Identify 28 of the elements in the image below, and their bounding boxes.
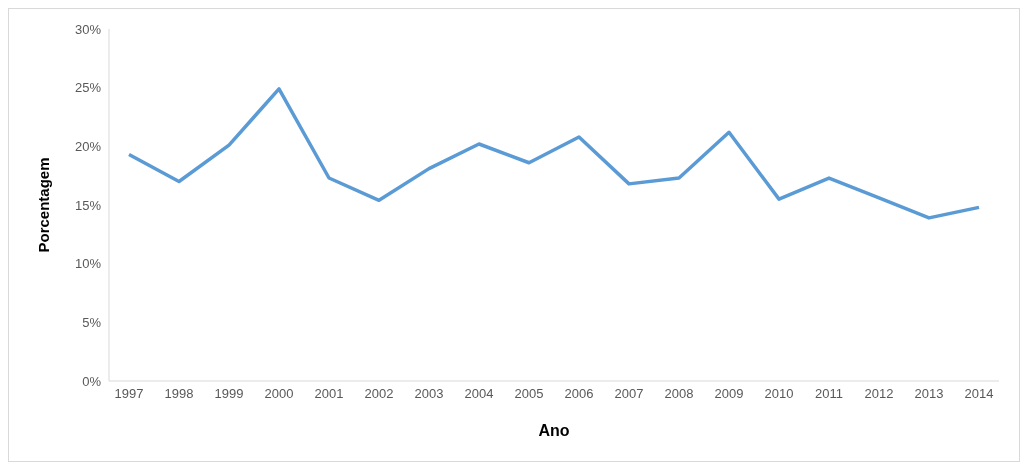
- x-tick-label: 2014: [964, 386, 994, 402]
- x-tick-label: 2002: [364, 386, 394, 402]
- y-tick-label: 15%: [74, 197, 102, 213]
- y-tick-label: 25%: [74, 80, 102, 96]
- x-tick-label: 2005: [514, 386, 544, 402]
- y-tick-label: 5%: [82, 314, 102, 330]
- x-tick-label: 2010: [764, 386, 794, 402]
- y-tick-label: 20%: [74, 138, 102, 154]
- x-tick-label: 2001: [314, 386, 344, 402]
- y-tick-label: 0%: [82, 373, 102, 389]
- x-tick-label: 1997: [114, 386, 144, 402]
- x-tick-label: 2008: [664, 386, 694, 402]
- x-tick-label: 2007: [614, 386, 644, 402]
- x-tick-label: 2000: [264, 386, 294, 402]
- x-tick-label: 2006: [564, 386, 594, 402]
- x-tick-label: 2009: [714, 386, 744, 402]
- x-axis-title: Ano: [538, 422, 570, 439]
- x-tick-label: 1999: [214, 386, 244, 402]
- x-tick-label: 2013: [914, 386, 944, 402]
- x-tick-label: 2004: [464, 386, 494, 402]
- x-tick-label: 2003: [414, 386, 444, 402]
- x-tick-label: 2011: [815, 386, 843, 402]
- y-tick-label: 30%: [74, 21, 102, 37]
- y-axis-title: Porcentagem: [35, 157, 53, 253]
- y-tick-label: 10%: [74, 256, 102, 272]
- x-tick-label: 1998: [164, 386, 194, 402]
- x-tick-label: 2012: [864, 386, 894, 402]
- line-series: [127, 87, 981, 220]
